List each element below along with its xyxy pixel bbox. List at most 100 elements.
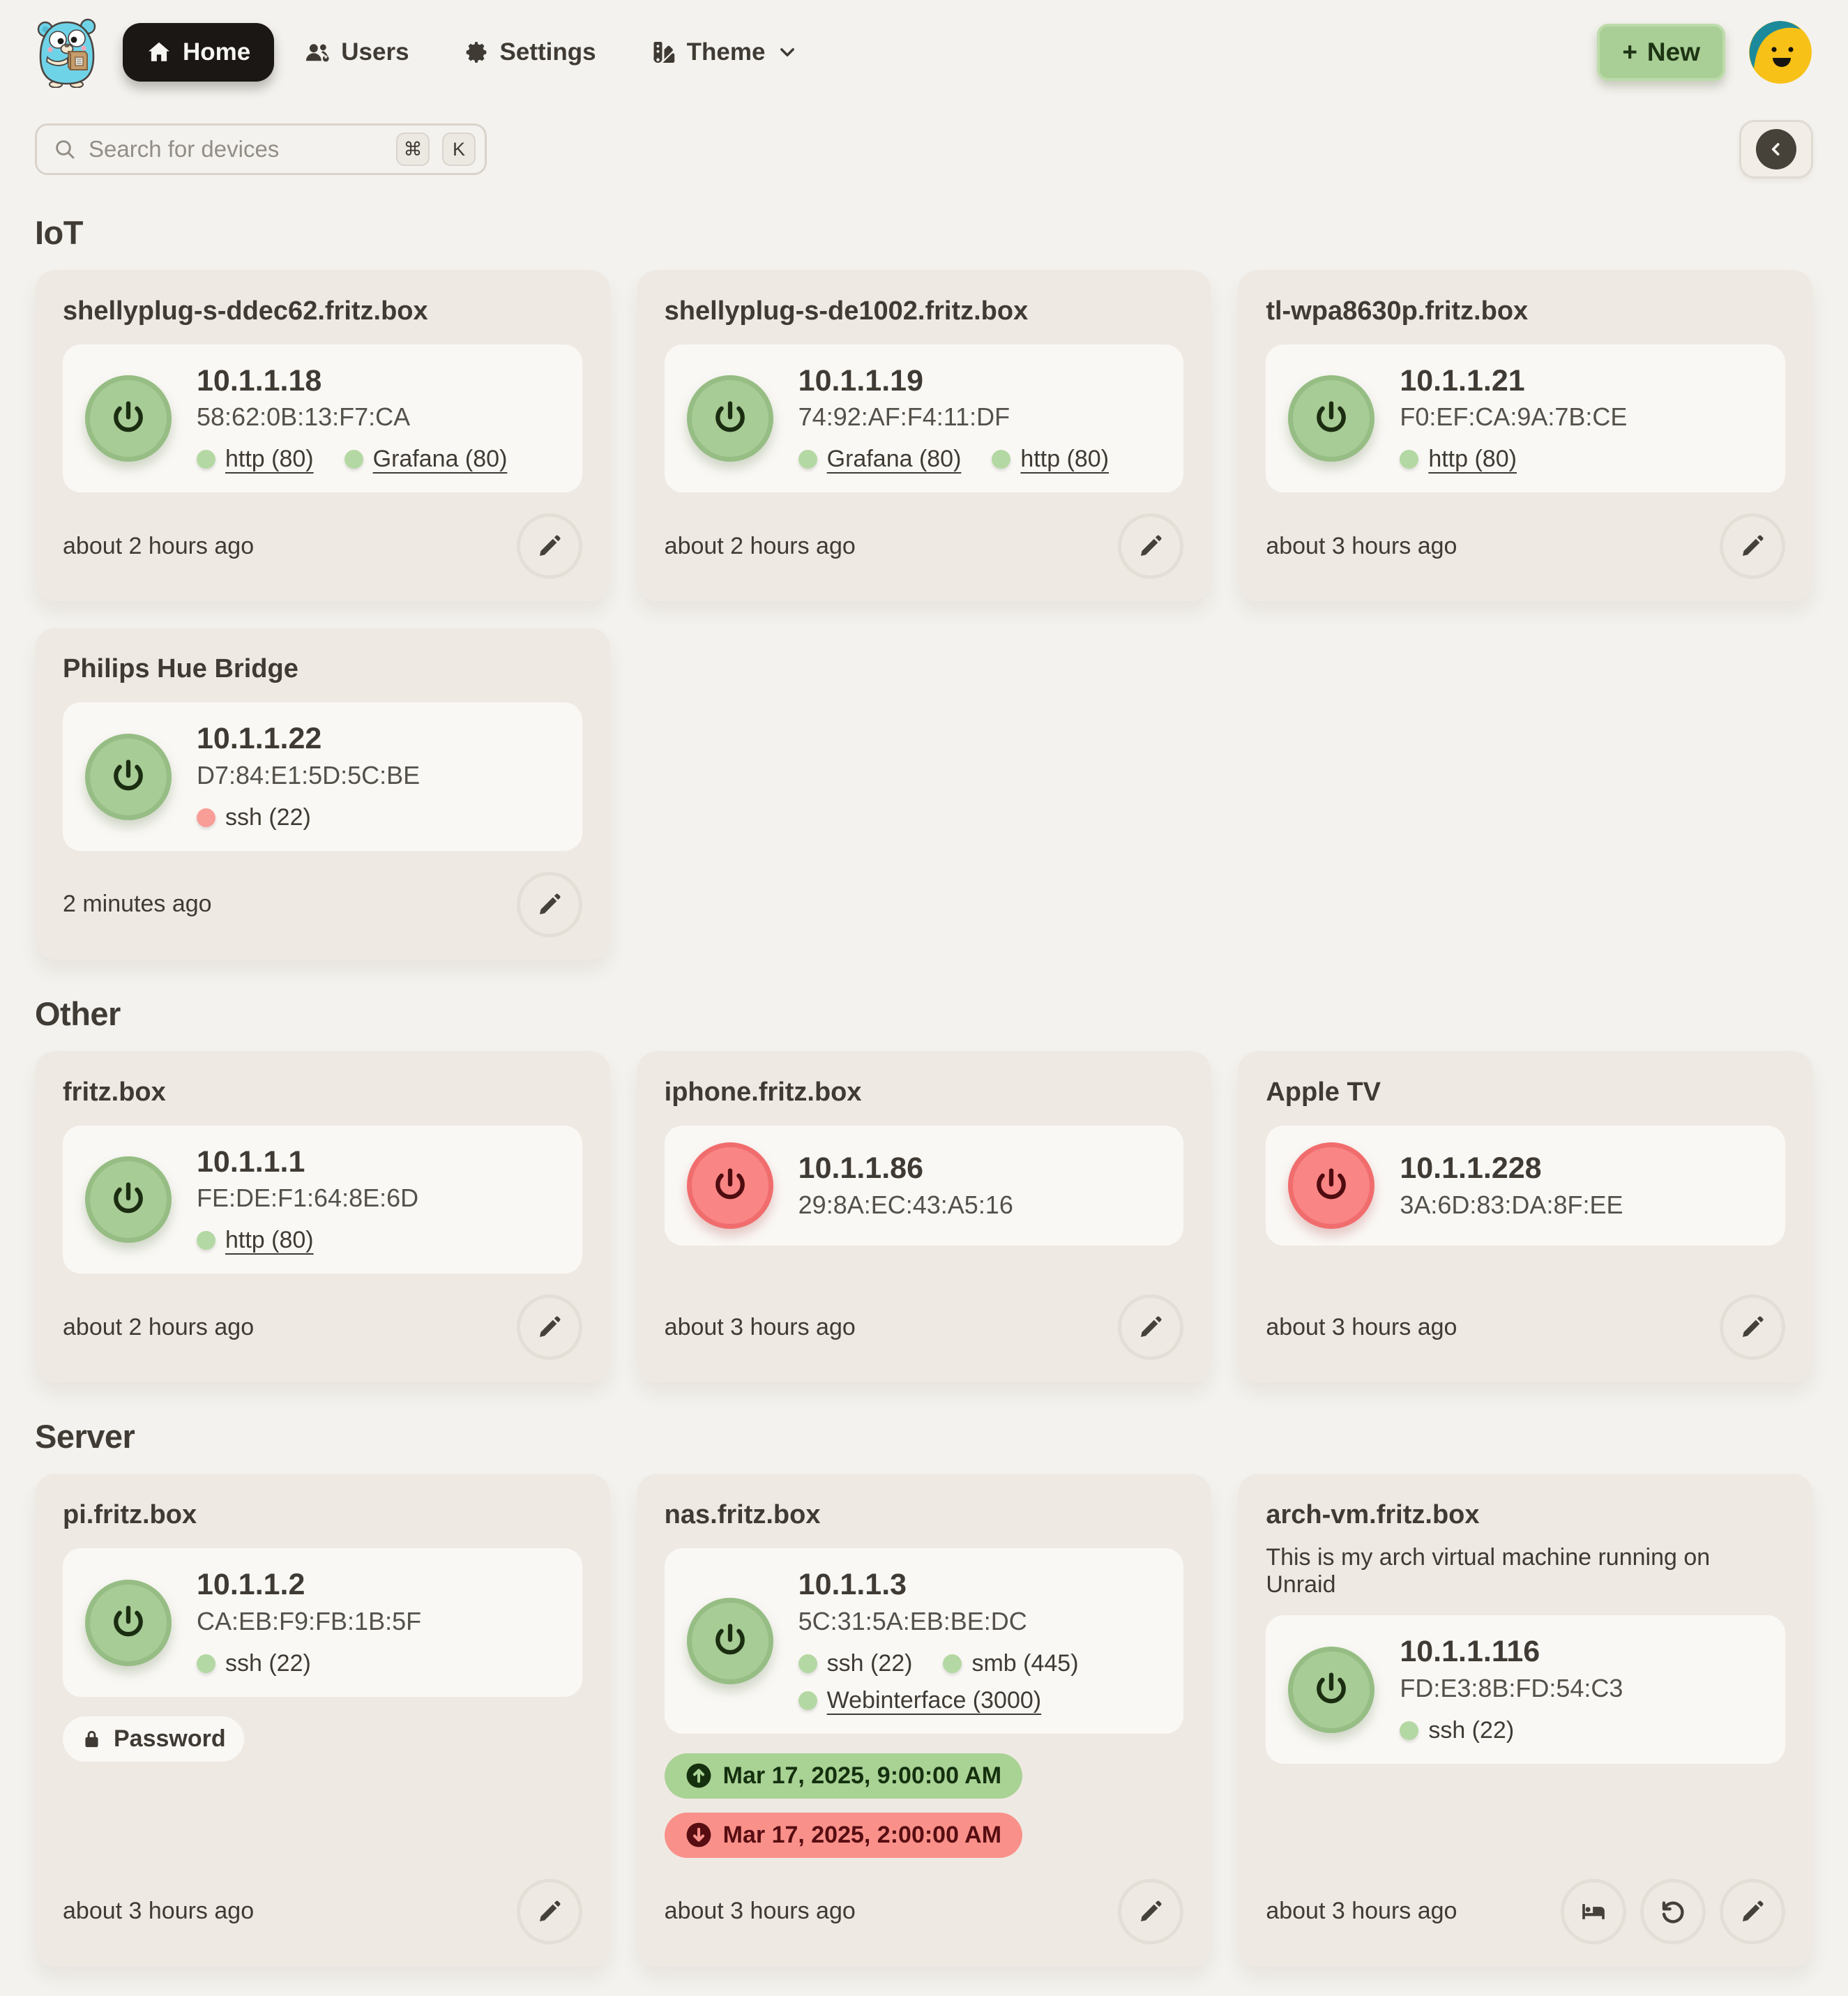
device-grid: shellyplug-s-ddec62.fritz.box 10.1.1.18 … <box>35 270 1813 960</box>
device-name: shellyplug-s-ddec62.fritz.box <box>63 296 428 326</box>
port-status: ssh (22) <box>197 1650 311 1677</box>
edit-button[interactable] <box>516 871 582 937</box>
power-toggle-button[interactable] <box>85 375 172 462</box>
device-card: shellyplug-s-ddec62.fritz.box 10.1.1.18 … <box>35 270 610 602</box>
port-status: ssh (22) <box>197 804 311 831</box>
port-label: ssh (22) <box>826 1649 913 1677</box>
card-actions <box>516 871 582 937</box>
device-mac: F0:EF:CA:9A:7B:CE <box>1400 402 1628 432</box>
device-search[interactable]: ⌘ K <box>35 123 487 175</box>
port-label: ssh (22) <box>225 1649 311 1677</box>
search-input[interactable] <box>89 136 384 162</box>
nav-theme[interactable]: Theme <box>627 23 821 82</box>
power-toggle-button[interactable] <box>1288 375 1375 462</box>
device-panel: 10.1.1.2 CA:EB:F9:FB:1B:5F ssh (22) <box>63 1548 582 1697</box>
card-actions <box>1720 513 1785 580</box>
device-mac: 3A:6D:83:DA:8F:EE <box>1400 1190 1623 1219</box>
device-name: shellyplug-s-de1002.fritz.box <box>664 296 1029 326</box>
password-badge-label: Password <box>114 1725 226 1752</box>
nav-home[interactable]: Home <box>123 23 275 82</box>
search-row: ⌘ K <box>35 120 1813 179</box>
power-toggle-button[interactable] <box>686 1142 773 1229</box>
power-toggle-button[interactable] <box>85 1579 172 1666</box>
card-actions <box>516 1294 582 1361</box>
device-mac: D7:84:E1:5D:5C:BE <box>197 760 421 789</box>
wake-schedule-label: Mar 17, 2025, 9:00:00 AM <box>722 1762 1002 1789</box>
shutdown-schedule-label: Mar 17, 2025, 2:00:00 AM <box>722 1821 1002 1848</box>
nav-settings[interactable]: Settings <box>440 23 620 82</box>
user-avatar[interactable] <box>1749 21 1812 84</box>
edit-button[interactable] <box>1118 1878 1184 1944</box>
port-link[interactable]: http (80) <box>992 446 1109 473</box>
port-link[interactable]: http (80) <box>1400 446 1517 473</box>
edit-button[interactable] <box>1720 1878 1785 1944</box>
gopher-logo[interactable] <box>35 17 99 88</box>
device-panel: 10.1.1.228 3A:6D:83:DA:8F:EE <box>1266 1125 1785 1246</box>
device-info: 10.1.1.22 D7:84:E1:5D:5C:BE ssh (22) <box>197 719 420 833</box>
pencil-icon <box>536 1898 563 1926</box>
power-toggle-button[interactable] <box>1288 1646 1375 1733</box>
last-seen-text: 2 minutes ago <box>63 891 212 918</box>
collapse-sections-button[interactable] <box>1739 120 1813 179</box>
card-actions <box>516 513 582 580</box>
power-toggle-button[interactable] <box>686 375 773 462</box>
sleep-button[interactable] <box>1561 1878 1626 1944</box>
port-link[interactable]: http (80) <box>197 1227 314 1254</box>
device-ip: 10.1.1.22 <box>197 722 322 756</box>
pencil-icon <box>1739 532 1766 560</box>
card-actions <box>1118 513 1184 580</box>
edit-button[interactable] <box>1720 1294 1785 1361</box>
port-list: ssh (22) <box>197 1650 421 1677</box>
device-info: 10.1.1.116 FD:E3:8B:FD:54:C3 ssh (22) <box>1400 1632 1623 1746</box>
last-seen-text: about 3 hours ago <box>1266 532 1457 559</box>
device-panel: 10.1.1.86 29:8A:EC:43:A5:16 <box>664 1125 1184 1246</box>
restart-button[interactable] <box>1640 1878 1706 1944</box>
port-label: Webinterface (3000) <box>826 1686 1042 1714</box>
device-panel: 10.1.1.19 74:92:AF:F4:11:DF Grafana (80)… <box>664 345 1184 493</box>
last-seen-text: about 2 hours ago <box>63 532 255 559</box>
pencil-icon <box>536 532 563 560</box>
device-name: tl-wpa8630p.fritz.box <box>1266 296 1529 326</box>
power-icon <box>109 1603 148 1642</box>
edit-button[interactable] <box>516 1878 582 1944</box>
device-section: Server pi.fritz.box 10.1.1.2 CA:EB:F9:FB:… <box>35 1417 1813 1967</box>
power-icon <box>711 1621 750 1661</box>
port-link[interactable]: Webinterface (3000) <box>798 1687 1041 1714</box>
nav-users-label: Users <box>341 38 409 66</box>
edit-button[interactable] <box>516 513 582 580</box>
port-link[interactable]: http (80) <box>197 446 314 473</box>
device-card: pi.fritz.box 10.1.1.2 CA:EB:F9:FB:1B:5F … <box>35 1474 610 1967</box>
main-nav: Home Users Settings Theme <box>123 23 821 82</box>
port-link[interactable]: Grafana (80) <box>344 446 507 473</box>
port-status-dot <box>197 450 215 469</box>
chevron-down-icon <box>780 48 795 56</box>
wake-schedule-badge: Mar 17, 2025, 9:00:00 AM <box>664 1753 1023 1799</box>
power-toggle-button[interactable] <box>85 733 172 820</box>
power-toggle-button[interactable] <box>85 1156 172 1243</box>
port-status-dot <box>798 1654 817 1673</box>
edit-button[interactable] <box>1720 513 1785 580</box>
pencil-icon <box>1739 1313 1766 1341</box>
device-mac: 58:62:0B:13:F7:CA <box>197 402 411 432</box>
last-seen-text: about 3 hours ago <box>63 1898 255 1925</box>
new-device-button[interactable]: + New <box>1597 24 1725 81</box>
edit-button[interactable] <box>1118 513 1184 580</box>
nav-home-label: Home <box>183 38 251 66</box>
card-actions <box>1118 1878 1184 1944</box>
port-status-dot <box>943 1654 962 1673</box>
power-toggle-button[interactable] <box>686 1598 773 1685</box>
card-footer: about 3 hours ago <box>665 1858 1184 1944</box>
port-status: smb (445) <box>943 1650 1079 1677</box>
card-actions <box>516 1878 582 1944</box>
device-grid: pi.fritz.box 10.1.1.2 CA:EB:F9:FB:1B:5F … <box>35 1474 1813 1967</box>
power-toggle-button[interactable] <box>1288 1142 1375 1229</box>
k-key-hint: K <box>442 133 476 166</box>
edit-button[interactable] <box>516 1294 582 1361</box>
device-card: Philips Hue Bridge 10.1.1.22 D7:84:E1:5D… <box>35 628 610 960</box>
card-footer: about 3 hours ago <box>1266 1858 1785 1944</box>
nav-users[interactable]: Users <box>281 23 432 82</box>
device-card: Apple TV 10.1.1.228 3A:6D:83:DA:8F:EE ab… <box>1238 1050 1813 1383</box>
edit-button[interactable] <box>1118 1294 1184 1361</box>
port-link[interactable]: Grafana (80) <box>798 446 961 473</box>
circle-arrow-up-icon <box>686 1762 712 1789</box>
